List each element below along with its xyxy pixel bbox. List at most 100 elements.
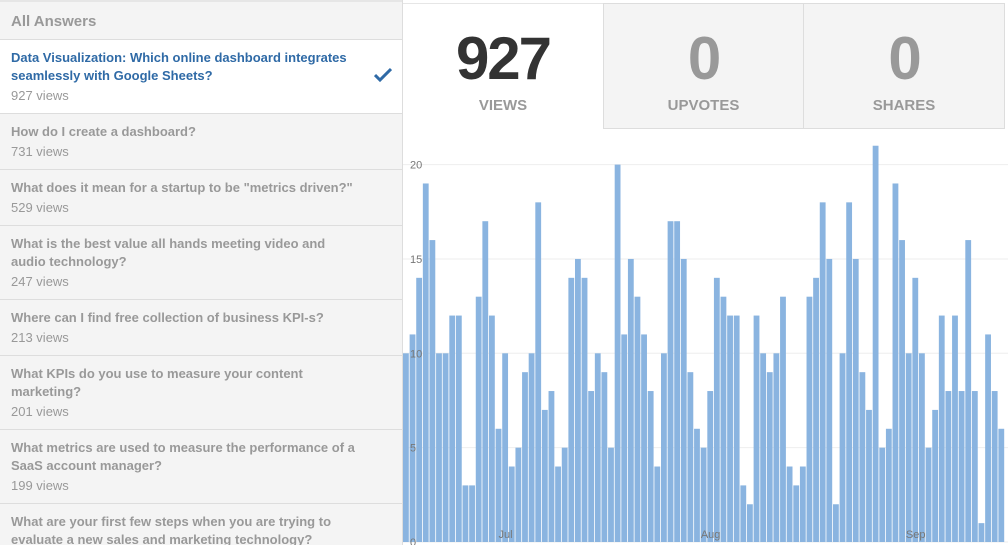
bar[interactable] (925, 447, 932, 542)
bar[interactable] (495, 428, 502, 542)
bar[interactable] (879, 447, 886, 542)
bar[interactable] (455, 315, 462, 542)
bar[interactable] (971, 391, 978, 542)
bar[interactable] (991, 391, 998, 542)
bar[interactable] (502, 353, 509, 542)
bar[interactable] (932, 409, 939, 542)
bar[interactable] (674, 221, 681, 542)
bar[interactable] (522, 372, 528, 542)
bar[interactable] (978, 523, 985, 542)
bar[interactable] (846, 202, 853, 542)
bar[interactable] (700, 447, 707, 542)
bar[interactable] (793, 485, 800, 542)
bar[interactable] (919, 353, 925, 542)
answer-list-item[interactable]: What KPIs do you use to measure your con… (0, 356, 402, 430)
bar[interactable] (641, 334, 647, 542)
bar[interactable] (548, 391, 555, 542)
bar[interactable] (608, 447, 614, 542)
bar[interactable] (799, 466, 806, 542)
bar[interactable] (416, 277, 423, 542)
bar[interactable] (515, 447, 522, 542)
bar[interactable] (555, 466, 561, 542)
bar[interactable] (819, 202, 826, 542)
answer-list-item[interactable]: How do I create a dashboard? 731 views (0, 114, 402, 170)
bar[interactable] (594, 353, 601, 542)
bar[interactable] (753, 315, 760, 542)
bar[interactable] (482, 221, 489, 542)
stat-tile-upvotes[interactable]: 0 UPVOTES (603, 3, 804, 129)
bar[interactable] (462, 485, 469, 542)
bar[interactable] (508, 466, 515, 542)
bar[interactable] (727, 315, 733, 542)
bar[interactable] (833, 504, 839, 542)
bar[interactable] (780, 296, 786, 542)
bar[interactable] (680, 258, 687, 542)
bar[interactable] (687, 372, 694, 542)
bar[interactable] (747, 504, 753, 542)
bar[interactable] (422, 183, 429, 542)
bar[interactable] (535, 202, 542, 542)
bar[interactable] (965, 240, 972, 542)
bar[interactable] (475, 296, 482, 542)
bar[interactable] (998, 428, 1005, 542)
bar[interactable] (826, 258, 833, 542)
bar[interactable] (885, 428, 892, 542)
bar[interactable] (760, 353, 767, 542)
bar[interactable] (561, 447, 568, 542)
bar[interactable] (899, 240, 905, 542)
bar[interactable] (528, 353, 535, 542)
stat-tile-shares[interactable]: 0 SHARES (803, 3, 1005, 129)
bar[interactable] (952, 315, 958, 542)
bar[interactable] (489, 315, 495, 542)
bar[interactable] (614, 164, 621, 542)
bar[interactable] (852, 258, 859, 542)
bar[interactable] (654, 466, 661, 542)
bar[interactable] (872, 145, 879, 543)
bar[interactable] (866, 409, 872, 542)
bar[interactable] (813, 277, 819, 542)
bar[interactable] (892, 183, 899, 542)
bar[interactable] (621, 334, 628, 542)
bar[interactable] (667, 221, 674, 542)
bar[interactable] (403, 353, 409, 542)
bar[interactable] (905, 353, 912, 542)
stat-tile-views[interactable]: 927 VIEWS (403, 3, 603, 129)
bar[interactable] (627, 258, 634, 542)
answer-list-item[interactable]: What does it mean for a startup to be "m… (0, 170, 402, 226)
bar[interactable] (429, 240, 436, 542)
answer-list-item[interactable]: What metrics are used to measure the per… (0, 430, 402, 504)
bar[interactable] (601, 372, 608, 542)
bar[interactable] (575, 258, 581, 542)
bar[interactable] (912, 277, 919, 542)
bar[interactable] (839, 353, 846, 542)
answer-list-item[interactable]: What is the best value all hands meeting… (0, 226, 402, 300)
bar[interactable] (713, 277, 720, 542)
bar[interactable] (720, 296, 727, 542)
bar[interactable] (958, 391, 965, 542)
bar[interactable] (541, 409, 548, 542)
bar[interactable] (938, 315, 945, 542)
bar[interactable] (588, 391, 595, 542)
bar[interactable] (469, 485, 475, 542)
bar[interactable] (707, 391, 714, 542)
bar[interactable] (409, 334, 416, 542)
answer-list-item[interactable]: Where can I find free collection of busi… (0, 300, 402, 356)
bar[interactable] (740, 485, 747, 542)
bar[interactable] (442, 353, 449, 542)
bar[interactable] (436, 353, 442, 542)
answer-list-item[interactable]: What are your first few steps when you a… (0, 504, 402, 545)
bar[interactable] (773, 353, 780, 542)
bar[interactable] (634, 296, 641, 542)
bar[interactable] (945, 391, 952, 542)
bar[interactable] (786, 466, 793, 542)
answer-list-item[interactable]: Data Visualization: Which online dashboa… (0, 40, 402, 114)
bar[interactable] (647, 391, 654, 542)
bar[interactable] (985, 334, 991, 542)
bar[interactable] (806, 296, 813, 542)
bar[interactable] (694, 428, 700, 542)
bar[interactable] (449, 315, 456, 542)
bar[interactable] (581, 277, 588, 542)
bar[interactable] (661, 353, 667, 542)
bar[interactable] (766, 372, 773, 542)
bar[interactable] (568, 277, 575, 542)
